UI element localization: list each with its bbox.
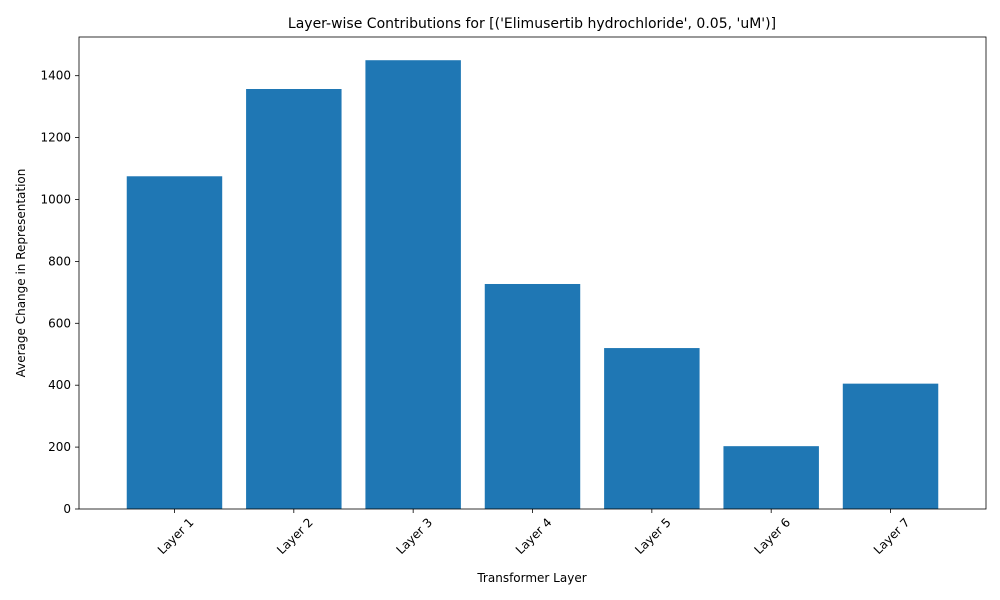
- bar-2: [246, 89, 342, 509]
- chart-title: Layer-wise Contributions for [('Elimuser…: [288, 16, 776, 32]
- y-tick-label: 800: [48, 254, 71, 268]
- bars-group: [126, 60, 939, 510]
- bar-1: [126, 176, 223, 509]
- bar-6: [723, 446, 819, 509]
- y-tick-label: 1200: [40, 131, 71, 145]
- bar-7: [842, 383, 939, 509]
- y-tick-label: 0: [63, 502, 71, 516]
- bar-4: [484, 283, 581, 509]
- y-axis-title: Average Change in Representation: [14, 169, 28, 378]
- y-tick-label: 200: [48, 440, 71, 454]
- y-tick-label: 600: [48, 316, 71, 330]
- y-tick-label: 400: [48, 378, 71, 392]
- y-axis-ticks: 0 200 400 600 800 1000 1200 1400: [40, 69, 79, 516]
- bar-3: [365, 60, 461, 510]
- x-axis-title: Transformer Layer: [476, 571, 586, 585]
- bar-5: [604, 348, 700, 509]
- y-tick-label: 1000: [40, 192, 71, 206]
- y-tick-label: 1400: [40, 69, 71, 83]
- plot-frame: [78, 36, 987, 510]
